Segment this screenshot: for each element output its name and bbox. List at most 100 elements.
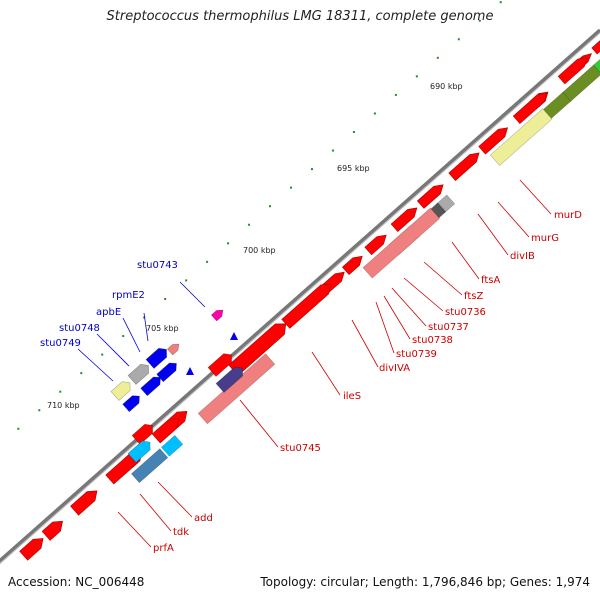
label-leader — [139, 493, 172, 532]
accession-text: Accession: NC_006448 — [8, 575, 145, 589]
gene-feature — [130, 448, 169, 484]
scale-dot — [499, 1, 502, 4]
scale-dot — [80, 372, 83, 375]
gene-label-tdk[interactable]: tdk — [173, 527, 189, 538]
gene-label-stu0743[interactable]: stu0743 — [137, 260, 178, 271]
scale-dot — [415, 75, 418, 78]
label-leader — [403, 277, 444, 312]
gene-label-stu0748[interactable]: stu0748 — [59, 323, 100, 334]
scale-dot — [248, 223, 251, 226]
gene-arrow — [512, 92, 547, 124]
genome-backbone-highlight — [0, 32, 600, 565]
gene-feature — [281, 283, 332, 329]
label-leaders — [77, 179, 552, 548]
label-leader — [497, 201, 530, 238]
gene-arrow — [156, 362, 177, 383]
scale-dot — [206, 260, 209, 263]
gene-marker — [230, 332, 238, 340]
gene-label-divIVA[interactable]: divIVA — [379, 363, 410, 374]
genome-backbone — [0, 28, 600, 563]
gene-arrow — [215, 366, 244, 393]
gene-arrow — [166, 343, 180, 356]
scale-dot — [457, 38, 460, 41]
gene-box — [489, 108, 553, 166]
scale-dot — [394, 93, 397, 96]
gene-feature-forward — [110, 381, 131, 401]
label-leader — [383, 295, 411, 340]
gene-feature — [512, 92, 547, 124]
scale-dots — [17, 1, 502, 430]
gene-label-ileS[interactable]: ileS — [343, 391, 361, 402]
gene-label-divIB[interactable]: divIB — [510, 251, 535, 262]
gene-feature — [591, 33, 600, 55]
gene-arrow — [281, 283, 332, 329]
gene-arrow — [364, 234, 387, 256]
gene-arrow — [127, 440, 151, 463]
gene-label-murD[interactable]: murD — [554, 210, 582, 221]
gene-label-murG[interactable]: murG — [531, 233, 559, 244]
gene-label-prfA[interactable]: prfA — [153, 543, 174, 554]
gene-feature-forward — [210, 309, 224, 322]
scale-dot — [122, 335, 125, 338]
gene-arrow — [151, 418, 180, 444]
gene-feature — [160, 434, 184, 457]
scale-dot — [310, 168, 313, 171]
scale-dot — [17, 427, 20, 430]
gene-feature-forward — [127, 440, 151, 463]
scale-dot — [436, 56, 439, 59]
gene-feature-forward — [127, 363, 150, 385]
scale-label-700: 700 kbp — [243, 246, 276, 255]
gene-feature-forward — [145, 347, 168, 369]
gene-feature — [478, 127, 508, 155]
gene-feature-forward — [156, 362, 177, 383]
gene-arrow — [145, 347, 168, 369]
scale-dot — [331, 149, 334, 152]
scale-label-695: 695 kbp — [337, 164, 370, 173]
gene-label-stu0739[interactable]: stu0739 — [396, 349, 437, 360]
gene-feature — [593, 43, 600, 75]
gene-label-rpmE2[interactable]: rpmE2 — [112, 290, 145, 301]
gene-label-stu0738[interactable]: stu0738 — [412, 335, 453, 346]
label-leader — [77, 348, 114, 382]
gene-arrow — [127, 363, 150, 385]
scale-label-690: 690 kbp — [430, 82, 463, 91]
gene-label-stu0745[interactable]: stu0745 — [280, 443, 321, 454]
scale-dot — [269, 205, 272, 208]
gene-feature — [416, 184, 444, 209]
gene-arrow — [416, 184, 444, 209]
gene-label-ftsZ[interactable]: ftsZ — [464, 291, 483, 302]
gene-label-stu0736[interactable]: stu0736 — [445, 307, 486, 318]
scale-dot — [38, 409, 41, 412]
gene-feature — [342, 255, 363, 276]
label-leader — [423, 261, 463, 296]
label-leader — [157, 481, 193, 518]
label-leader — [239, 399, 279, 448]
gene-feature-forward — [166, 343, 180, 356]
gene-box — [362, 207, 441, 279]
scale-dot — [373, 112, 376, 115]
gene-feature — [489, 108, 553, 166]
gene-label-add[interactable]: add — [194, 513, 213, 524]
gene-feature — [448, 152, 480, 181]
gene-feature-forward — [215, 366, 244, 393]
scale-dot — [143, 316, 146, 319]
gene-arrow — [110, 381, 131, 401]
gene-arrow — [140, 376, 161, 397]
gene-label-stu0737[interactable]: stu0737 — [428, 322, 469, 333]
label-leader — [143, 312, 149, 342]
gene-label-ftsA[interactable]: ftsA — [481, 275, 500, 286]
scale-label-705: 705 kbp — [146, 324, 179, 333]
gene-feature — [70, 490, 98, 516]
label-leader — [96, 333, 130, 367]
gene-label-apbE[interactable]: apbE — [96, 307, 121, 318]
gene-arrow — [557, 57, 588, 85]
gene-features — [19, 33, 600, 561]
gene-label-stu0749[interactable]: stu0749 — [40, 338, 81, 349]
label-leader — [477, 213, 509, 256]
gene-box — [593, 43, 600, 75]
gene-feature — [364, 234, 387, 256]
gene-box — [130, 448, 169, 484]
gene-feature — [151, 418, 180, 444]
